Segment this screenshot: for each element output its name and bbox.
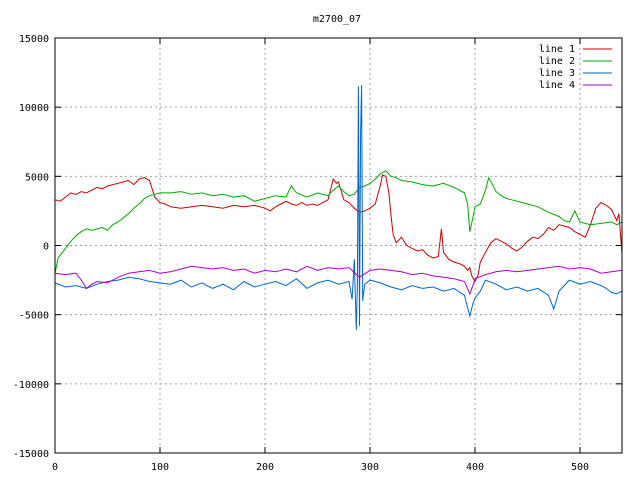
series-line-3 <box>54 84 623 330</box>
x-tick-label: 100 <box>151 462 169 473</box>
y-tick-label: 0 <box>43 242 49 253</box>
y-tick-label: -5000 <box>19 311 49 322</box>
series-line-2 <box>54 170 623 274</box>
y-tick-label: 10000 <box>19 103 49 114</box>
chart-title: m2700_07 <box>313 14 361 25</box>
legend-label-4: line 4 <box>539 80 575 91</box>
x-tick-label: 300 <box>361 462 379 473</box>
y-tick-label: 15000 <box>19 34 49 45</box>
legend-label-1: line 1 <box>539 44 575 55</box>
y-tick-label: -10000 <box>13 380 49 391</box>
y-tick-label: 5000 <box>25 172 49 183</box>
x-tick-label: 0 <box>52 462 58 473</box>
grid-lines <box>55 38 622 453</box>
series-line-1 <box>54 174 623 283</box>
y-tick-label: -15000 <box>13 449 49 460</box>
legend-label-2: line 2 <box>539 56 575 67</box>
axis-ticks: -15000 -10000 -5000 0 5000 10000 15000 0 100 200 3… <box>13 34 622 473</box>
legend-label-3: line 3 <box>539 68 575 79</box>
x-tick-label: 400 <box>466 462 484 473</box>
series-layer <box>54 84 623 330</box>
x-tick-label: 200 <box>256 462 274 473</box>
x-tick-label: 500 <box>571 462 589 473</box>
series-line-4 <box>54 265 623 296</box>
